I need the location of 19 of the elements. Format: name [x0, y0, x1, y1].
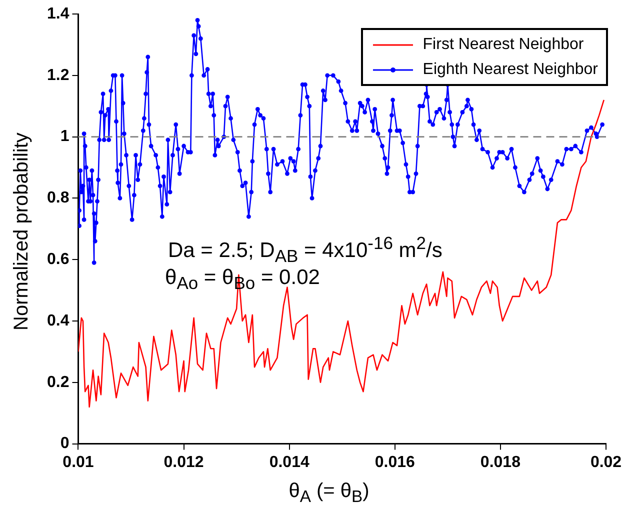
- x-tick-label: 0.016: [374, 454, 416, 471]
- x-axis-title: θ$_{A}$ (= θ$_{B}$): [288, 480, 370, 507]
- x-tick-label: 0.01: [62, 454, 94, 471]
- y-tick-label: 0.8: [46, 190, 70, 207]
- y-tick-label: 1.2: [46, 66, 70, 84]
- y-axis-title: Normalized probability: [10, 132, 34, 332]
- y-tick-label: 1.4: [46, 5, 70, 22]
- legend-label: First Nearest Neighbor: [422, 36, 584, 54]
- y-tick-label: 0.6: [46, 251, 70, 268]
- x-tick-label: 0.014: [269, 454, 310, 471]
- x-tick-label: 0.018: [480, 454, 521, 471]
- y-tick-label: 0: [60, 435, 70, 452]
- legend-label: Eighth Nearest Neighbor: [422, 60, 598, 78]
- y-tick-label: 0.4: [46, 312, 70, 330]
- x-tick-label: 0.012: [164, 454, 204, 471]
- x-tick-label: 0.02: [590, 454, 622, 471]
- y-tick-label: 0.2: [46, 374, 70, 391]
- annotation: Da = 2.5; D$_{AB}$ = 4x10$^{-16}$ m$^{2}$/s: [168, 233, 442, 268]
- y-tick-label: 1: [60, 128, 70, 146]
